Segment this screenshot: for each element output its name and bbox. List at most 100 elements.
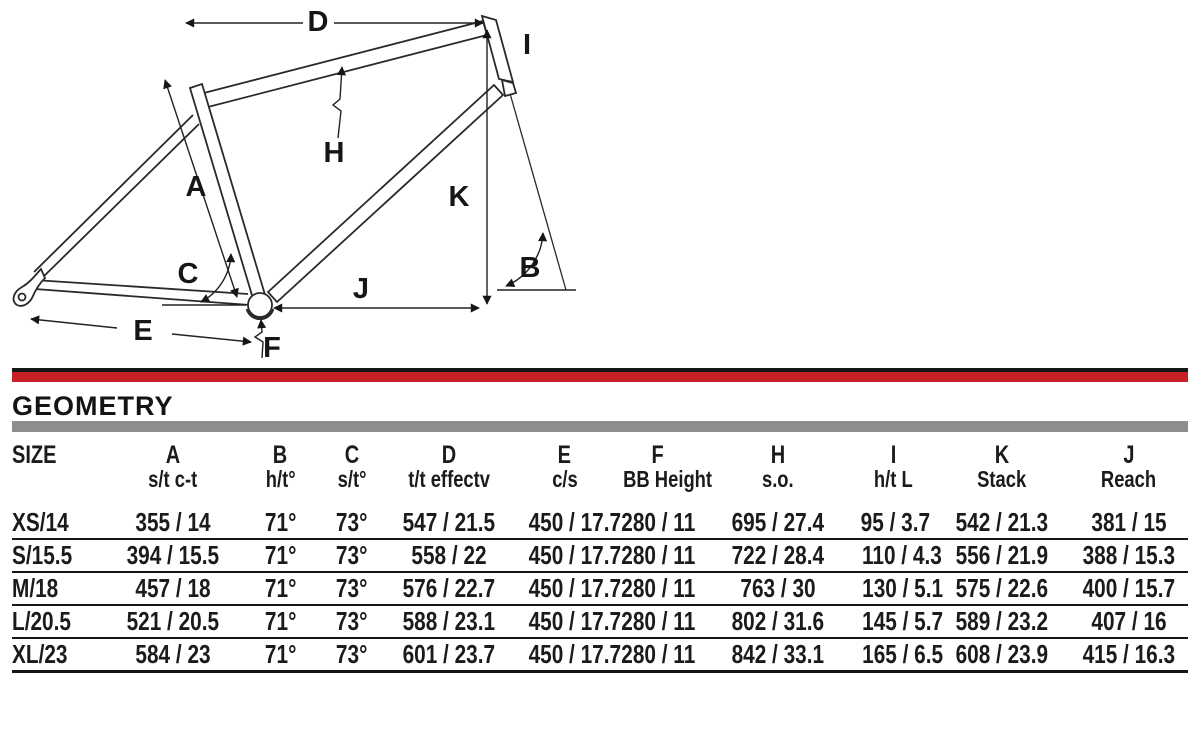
value-cell: 388 / 15.3 bbox=[1082, 540, 1176, 571]
value-cell: 73° bbox=[336, 573, 368, 604]
dim-f-label: F bbox=[263, 332, 281, 364]
col-header-c: C bbox=[344, 441, 360, 469]
dim-a-label: A bbox=[186, 171, 207, 203]
value-cell: 802 / 31.6 bbox=[731, 606, 825, 637]
value-cell: 547 / 21.5 bbox=[402, 507, 496, 538]
table-row-m: M/18 457 / 18 71° 73° 576 / 22.7 450 / 1… bbox=[12, 572, 1188, 606]
col-subheader-i: h/t L bbox=[873, 466, 913, 493]
value-cell: 450 / 17.7 bbox=[528, 573, 622, 604]
value-cell: 95 / 3.7 bbox=[860, 507, 931, 538]
value-cell: 381 / 15 bbox=[1091, 507, 1167, 538]
value-cell: 280 / 11 bbox=[621, 507, 696, 538]
value-cell: 584 / 23 bbox=[135, 639, 211, 670]
value-cell: 280 / 11 bbox=[621, 639, 696, 670]
dim-e-line bbox=[30, 315, 118, 329]
dim-b-label: B bbox=[520, 252, 541, 284]
col-subheader-size bbox=[12, 468, 108, 507]
divider-gray-bar bbox=[12, 421, 1188, 432]
col-header-j: J bbox=[1123, 441, 1135, 469]
value-cell: 589 / 23.2 bbox=[955, 606, 1049, 637]
dim-e-label: E bbox=[133, 315, 152, 347]
value-cell: 601 / 23.7 bbox=[402, 639, 496, 670]
dim-e-line bbox=[171, 333, 252, 346]
section-title: GEOMETRY bbox=[12, 391, 174, 421]
dim-i-label: I bbox=[523, 29, 531, 61]
value-cell: 722 / 28.4 bbox=[731, 540, 825, 571]
header-sub-row: s/t c-t h/t° s/t° t/t effectv c/s BB Hei… bbox=[12, 468, 1188, 507]
col-subheader-c: s/t° bbox=[337, 466, 367, 493]
value-cell: 415 / 16.3 bbox=[1082, 639, 1176, 670]
value-cell: 695 / 27.4 bbox=[731, 507, 825, 538]
dropout-hole bbox=[17, 292, 27, 302]
dim-k-label: K bbox=[449, 181, 470, 213]
table-row-xl: XL/23 584 / 23 71° 73° 601 / 23.7 450 / … bbox=[12, 638, 1188, 672]
value-cell: 842 / 33.1 bbox=[731, 639, 825, 670]
seat-stay bbox=[33, 114, 194, 273]
col-header-d: D bbox=[441, 441, 457, 469]
value-cell: 71° bbox=[264, 573, 297, 604]
size-cell: XS/14 bbox=[12, 507, 69, 538]
dim-d-label: D bbox=[308, 6, 329, 38]
value-cell: 558 / 22 bbox=[411, 540, 487, 571]
value-cell: 73° bbox=[336, 639, 368, 670]
value-cell: 355 / 14 bbox=[135, 507, 211, 538]
col-header-h: H bbox=[770, 441, 786, 469]
seat-stay bbox=[38, 123, 200, 282]
value-cell: 450 / 17.7 bbox=[528, 507, 622, 538]
value-cell: 71° bbox=[264, 507, 297, 538]
col-header-e: E bbox=[557, 441, 572, 469]
value-cell: 110 / 4.3 bbox=[861, 540, 942, 571]
value-cell: 763 / 30 bbox=[740, 573, 816, 604]
value-cell: 608 / 23.9 bbox=[955, 639, 1049, 670]
value-cell: 165 / 6.5 bbox=[862, 639, 944, 670]
dim-h-label: H bbox=[324, 137, 345, 169]
head-tube-axis-line bbox=[508, 89, 567, 291]
dim-h-line bbox=[331, 66, 347, 139]
value-cell: 71° bbox=[264, 540, 297, 571]
value-cell: 71° bbox=[264, 639, 297, 670]
dim-j-label: J bbox=[353, 273, 369, 305]
value-cell: 394 / 15.5 bbox=[126, 540, 220, 571]
size-cell: M/18 bbox=[12, 573, 59, 604]
col-header-b: B bbox=[273, 441, 288, 469]
value-cell: 588 / 23.1 bbox=[402, 606, 496, 637]
bike-frame-diagram: D I H A K C B J E F bbox=[12, 6, 576, 364]
divider-red-bar bbox=[12, 372, 1188, 382]
table-row-s: S/15.5 394 / 15.5 71° 73° 558 / 22 450 /… bbox=[12, 539, 1188, 573]
value-cell: 407 / 16 bbox=[1091, 606, 1167, 637]
table-row-xs: XS/14 355 / 14 71° 73° 547 / 21.5 450 / … bbox=[12, 507, 1188, 540]
value-cell: 450 / 17.7 bbox=[528, 606, 622, 637]
col-subheader-e: c/s bbox=[551, 466, 578, 493]
dim-c-arc bbox=[200, 253, 236, 303]
divider-black-bar bbox=[12, 368, 1188, 372]
value-cell: 280 / 11 bbox=[621, 573, 696, 604]
top-tube bbox=[198, 19, 489, 109]
value-cell: 575 / 22.6 bbox=[955, 573, 1049, 604]
geometry-table: SIZE A B C D E F H I K J s/t c-t h/t° s/… bbox=[12, 438, 1188, 673]
value-cell: 280 / 11 bbox=[621, 606, 696, 637]
value-cell: 450 / 17.7 bbox=[528, 540, 622, 571]
value-cell: 73° bbox=[336, 606, 368, 637]
col-subheader-a: s/t c-t bbox=[148, 466, 198, 493]
col-subheader-f: BB Height bbox=[623, 466, 713, 493]
value-cell: 556 / 21.9 bbox=[955, 540, 1049, 571]
header-letter-row: SIZE A B C D E F H I K J bbox=[12, 438, 1188, 469]
col-subheader-b: h/t° bbox=[265, 466, 296, 493]
table-row-l: L/20.5 521 / 20.5 71° 73° 588 / 23.1 450… bbox=[12, 605, 1188, 639]
col-subheader-h: s.o. bbox=[762, 466, 794, 493]
size-cell: XL/23 bbox=[12, 639, 68, 670]
bottom-bracket-shell bbox=[245, 308, 275, 321]
value-cell: 457 / 18 bbox=[135, 573, 211, 604]
value-cell: 400 / 15.7 bbox=[1082, 573, 1176, 604]
size-cell: L/20.5 bbox=[12, 606, 71, 637]
value-cell: 130 / 5.1 bbox=[862, 573, 944, 604]
value-cell: 280 / 11 bbox=[621, 540, 696, 571]
value-cell: 73° bbox=[336, 540, 368, 571]
head-tube-lower-cup bbox=[500, 78, 518, 98]
col-header-a: A bbox=[165, 441, 181, 469]
bottom-bracket bbox=[247, 292, 273, 318]
col-header-size: SIZE bbox=[12, 441, 57, 469]
col-header-f: F bbox=[651, 441, 665, 469]
dim-c-label: C bbox=[178, 258, 199, 290]
